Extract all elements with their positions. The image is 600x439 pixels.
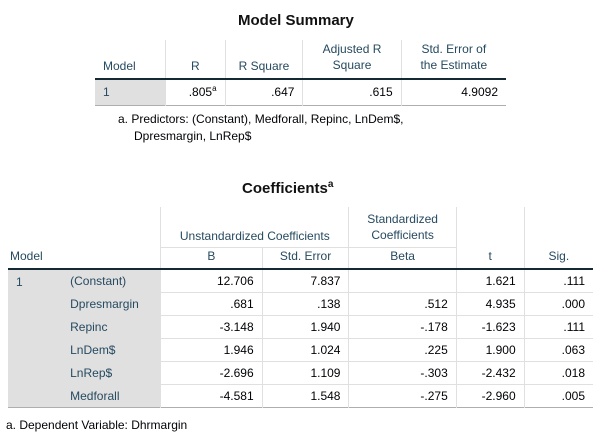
coef-row-name: Dpresmargin bbox=[64, 291, 161, 315]
header-model: Model bbox=[103, 59, 136, 73]
coef-sig-value: .063 bbox=[523, 338, 593, 361]
coef-std-error-value: 1.548 bbox=[261, 384, 349, 407]
coef-sig-value: .111 bbox=[523, 269, 593, 292]
coefficients-footnote: a. Dependent Variable: Dhrmargin bbox=[6, 418, 188, 432]
model-summary-table: Model R R Square Adjusted R Square Std. … bbox=[95, 40, 506, 106]
coef-header-b: B bbox=[160, 246, 263, 269]
coef-std-error-value: 1.940 bbox=[261, 315, 349, 338]
coef-t-value: 1.621 bbox=[455, 269, 525, 292]
coef-b-value: -3.148 bbox=[160, 315, 263, 338]
coefficients-title: Coefficientsa bbox=[242, 179, 334, 198]
coef-row-name: Medforall bbox=[64, 383, 161, 407]
coef-header-beta: Beta bbox=[348, 246, 457, 269]
coef-sig-value: .018 bbox=[523, 361, 593, 384]
coef-t-value: -1.623 bbox=[455, 315, 525, 338]
coef-row-name: Repinc bbox=[64, 314, 161, 338]
coef-b-value: -2.696 bbox=[160, 361, 263, 384]
coef-b-value: 1.946 bbox=[160, 338, 263, 361]
model-summary-footnote-line1: a. Predictors: (Constant), Medforall, Re… bbox=[118, 112, 404, 126]
coef-beta-value: -.303 bbox=[348, 361, 457, 384]
coef-header-unstandardized: Unstandardized Coefficients bbox=[160, 207, 349, 247]
coef-header-model: Model bbox=[8, 207, 161, 270]
r-square-value: .647 bbox=[224, 79, 303, 105]
coef-b-value: -4.581 bbox=[160, 384, 263, 407]
coef-beta-value: .512 bbox=[348, 292, 457, 315]
coef-b-value: 12.706 bbox=[160, 269, 263, 292]
header-r-square: R Square bbox=[224, 40, 303, 79]
model-summary-title: Model Summary bbox=[238, 12, 354, 29]
coef-header-std-error: Std. Error bbox=[261, 246, 349, 269]
coef-model-label: 1 bbox=[8, 269, 65, 407]
coef-t-value: -2.960 bbox=[455, 384, 525, 407]
coef-beta-value: .225 bbox=[348, 338, 457, 361]
coef-sig-value: .005 bbox=[523, 384, 593, 407]
coef-std-error-value: 1.109 bbox=[261, 361, 349, 384]
coef-std-error-value: 1.024 bbox=[261, 338, 349, 361]
coef-header-t: t bbox=[455, 207, 525, 270]
coef-sig-value: .000 bbox=[523, 292, 593, 315]
coef-row-name: (Constant) bbox=[64, 268, 161, 292]
coef-sig-value: .111 bbox=[523, 315, 593, 338]
coef-std-error-value: 7.837 bbox=[261, 269, 349, 292]
coef-t-value: 1.900 bbox=[455, 338, 525, 361]
coef-beta-value: -.275 bbox=[348, 384, 457, 407]
header-std-error-estimate: Std. Error of the Estimate bbox=[400, 40, 506, 79]
coef-std-error-value: .138 bbox=[261, 292, 349, 315]
coef-row-name: LnRep$ bbox=[64, 360, 161, 384]
coef-beta-value: -.178 bbox=[348, 315, 457, 338]
header-r: R bbox=[165, 40, 226, 79]
header-adjusted-r-square: Adjusted R Square bbox=[302, 40, 402, 79]
coef-t-value: 4.935 bbox=[455, 292, 525, 315]
coef-b-value: .681 bbox=[160, 292, 263, 315]
coef-header-standardized: Standardized Coefficients bbox=[348, 207, 457, 247]
coef-row-name: LnDem$ bbox=[64, 337, 161, 361]
coef-header-sig: Sig. bbox=[523, 207, 593, 270]
coef-t-value: -2.432 bbox=[455, 361, 525, 384]
coefficients-table: Model Unstandardized Coefficients Standa… bbox=[8, 207, 593, 408]
std-error-estimate-value: 4.9092 bbox=[400, 79, 506, 105]
adj-r-square-value: .615 bbox=[302, 79, 402, 105]
coef-beta-value bbox=[348, 269, 457, 292]
model-label: 1 bbox=[95, 79, 166, 105]
model-summary-footnote-line2: Dpresmargin, LnRep$ bbox=[134, 129, 252, 143]
r-value: .805a bbox=[165, 79, 226, 105]
